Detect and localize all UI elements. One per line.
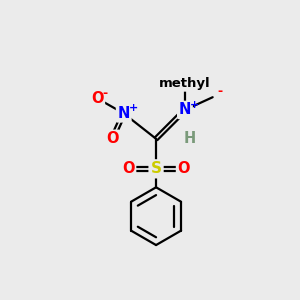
Text: +: + [190,100,199,110]
Text: methyl: methyl [159,77,211,90]
Text: S: S [151,161,162,176]
Text: N: N [179,102,191,117]
Text: H: H [183,131,196,146]
Text: O: O [106,131,118,146]
Text: methyl: methyl [159,77,211,90]
Text: -: - [218,85,223,98]
Text: +: + [129,103,138,113]
Text: O: O [178,161,190,176]
Text: N: N [118,106,130,121]
Text: O: O [91,91,103,106]
Text: -: - [102,87,107,100]
Text: O: O [122,161,135,176]
